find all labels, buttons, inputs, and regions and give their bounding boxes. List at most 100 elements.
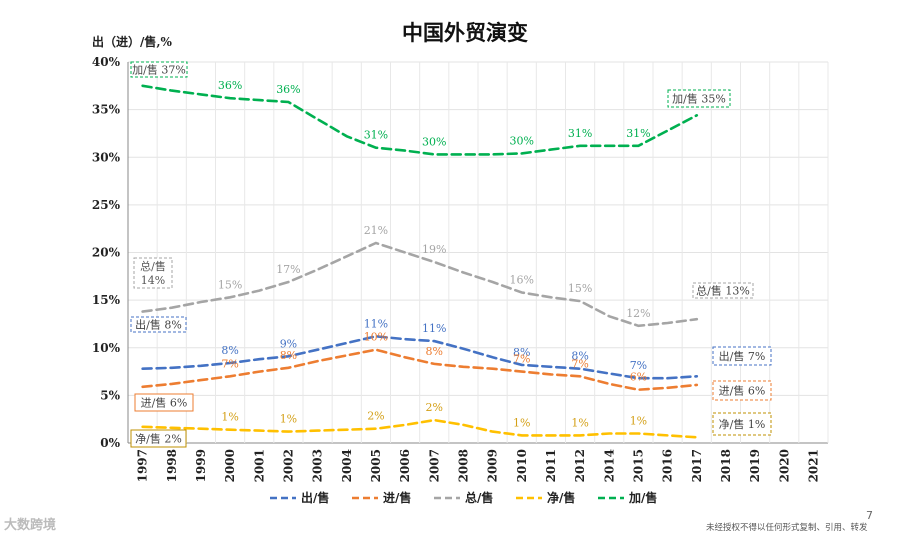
data-label: 10% [364, 331, 388, 344]
y-tick-label: 30% [92, 150, 121, 164]
series-line [141, 84, 699, 156]
data-label: 30% [422, 135, 446, 148]
x-tick-label: 2017 [690, 449, 704, 482]
watermark-logo: 大数跨境 [4, 518, 57, 533]
data-labels: 8%9%11% 11%8% 8%7%7%8%10%8%7% 7%6%15%17%21%… [218, 79, 651, 429]
legend-label: 总/售 [465, 490, 493, 505]
y-tick-label: 40% [92, 55, 121, 69]
legend-label: 加/售 [628, 490, 657, 505]
x-tick-label: 2000 [223, 449, 237, 482]
series-line [141, 348, 699, 392]
data-label: 31% [364, 129, 388, 142]
x-axis-ticks: 1997 1998 1999 2000 2001 2002 2003 2004 2005 2006… [136, 449, 821, 482]
callout-box [133, 257, 173, 289]
callout-box [130, 61, 188, 78]
data-label: 30% [510, 134, 534, 147]
x-tick-label: 2006 [398, 449, 412, 482]
data-label: 8% [221, 344, 238, 357]
x-tick-label: 2020 [777, 449, 791, 482]
data-label: 11% [364, 317, 388, 330]
y-tick-label: 5% [100, 388, 120, 402]
callout-label: 出/售 8% [135, 318, 182, 332]
data-label: 1% [513, 416, 530, 429]
data-label: 1% [280, 413, 297, 426]
data-label: 36% [276, 83, 300, 96]
legend-label: 进/售 [383, 490, 411, 505]
x-tick-label: 2011 [544, 449, 558, 482]
x-tick-label: 2003 [311, 449, 325, 482]
data-label: 36% [218, 79, 242, 92]
x-tick-label: 2007 [427, 449, 441, 482]
y-tick-label: 20% [92, 246, 121, 260]
x-tick-label: 2021 [806, 449, 820, 482]
x-tick-label: 2002 [281, 449, 295, 482]
data-label: 21% [364, 224, 388, 237]
x-tick-label: 2012 [573, 449, 587, 482]
x-tick-label: 2005 [369, 449, 383, 482]
data-label: 1% [571, 416, 588, 429]
callout-label: 加/售 37% [132, 63, 186, 77]
data-label: 31% [568, 127, 592, 140]
data-label: 12% [626, 307, 650, 320]
x-tick-label: 1997 [136, 449, 150, 482]
y-tick-label: 25% [92, 198, 121, 212]
data-label: 11% [422, 322, 446, 335]
y-tick-label: 0% [100, 436, 120, 450]
chart-title: 中国外贸演变 [402, 20, 528, 45]
x-tick-label: 2018 [719, 449, 733, 482]
x-tick-label: 2019 [748, 449, 762, 482]
callout-label: 净/售 2% [135, 432, 182, 446]
data-label: 9% [280, 337, 297, 350]
callout-box [667, 89, 731, 108]
data-label: 1% [221, 411, 238, 424]
data-label: 19% [422, 243, 446, 256]
x-tick-label: 2014 [602, 449, 616, 482]
callout-box [712, 346, 772, 366]
x-tick-label: 2015 [631, 449, 645, 482]
callout-label: 加/售 35% [672, 92, 726, 106]
legend-label: 出/售 [301, 490, 329, 505]
data-label: 7% [571, 357, 588, 370]
data-label: 8% [513, 346, 530, 359]
data-label: 7% [630, 359, 647, 372]
x-tick-label: 2010 [515, 449, 529, 482]
y-axis-ticks: 0% 5% 10% 15% 20% 25% 30% 35% 40% [92, 55, 121, 450]
data-label: 7% [221, 357, 238, 370]
callout-box [130, 316, 187, 333]
data-label: 1% [630, 414, 647, 427]
x-tick-label: 1998 [165, 449, 179, 482]
callout-label: 14% [141, 274, 165, 287]
data-label: 6% [630, 371, 647, 384]
footer-note: 未经授权不得以任何形式复制、引用、转发 [706, 523, 868, 533]
data-label: 8% [280, 349, 297, 362]
callouts: 加/售 37% 总/售14% 出/售 8% 进/售 6% 净/售 2% 加/售 35% 总/… [130, 61, 772, 448]
y-axis-label: 出（进）/售,% [92, 34, 173, 49]
data-label: 2% [426, 401, 443, 414]
page-number: 7 [866, 509, 873, 522]
callout-box [712, 412, 772, 436]
data-label: 7% [513, 353, 530, 366]
legend: 出/售 进/售 总/售 净/售 加/售 [270, 490, 657, 505]
x-tick-label: 2001 [252, 449, 266, 482]
series-lines [141, 84, 699, 439]
x-tick-label: 2008 [456, 449, 470, 482]
series-line [141, 334, 699, 380]
series-line [141, 241, 699, 328]
x-tick-label: 2009 [486, 449, 500, 482]
data-label: 2% [367, 410, 384, 423]
data-label: 15% [218, 278, 242, 291]
callout-box [130, 429, 187, 448]
data-label: 15% [568, 282, 592, 295]
callout-box [712, 380, 772, 401]
data-label: 16% [510, 274, 534, 287]
x-tick-label: 2016 [661, 449, 675, 482]
callout-box [134, 393, 194, 412]
callout-label: 总/售 [140, 259, 166, 273]
callout-label: 进/售 6% [141, 396, 188, 410]
callout-box [692, 282, 754, 299]
callout-label: 净/售 1% [719, 417, 766, 431]
callout-label: 出/售 7% [719, 349, 766, 363]
x-tick-label: 1999 [194, 449, 208, 482]
gridlines [127, 61, 829, 444]
